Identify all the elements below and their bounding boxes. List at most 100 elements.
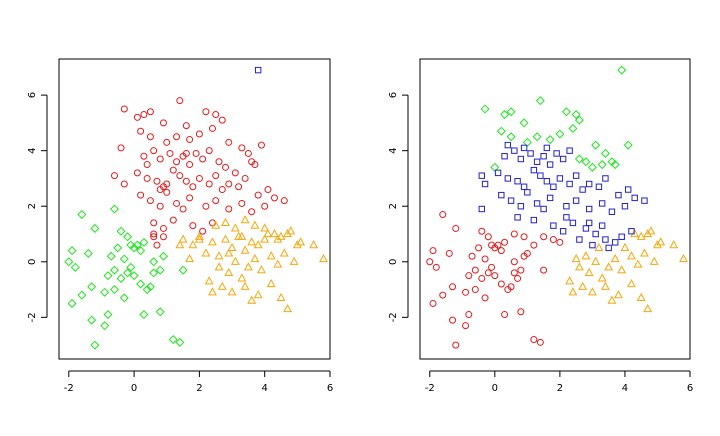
point-circle-red [261, 202, 269, 210]
point-circle-red [117, 144, 125, 152]
point-square-blue [543, 178, 551, 185]
point-circle-red [254, 191, 262, 199]
point-diamond-green [87, 282, 97, 292]
point-circle-red [244, 149, 252, 157]
point-circle-red [137, 191, 145, 199]
point-diamond-green [597, 160, 607, 170]
y-tick-label: 2 [27, 203, 38, 209]
point-circle-red [150, 219, 158, 227]
point-circle-red [173, 133, 181, 141]
point-circle-red [166, 149, 174, 157]
point-diamond-green [109, 204, 120, 214]
point-triangle-orange [260, 234, 270, 243]
point-circle-red [491, 272, 499, 280]
point-circle-red [146, 197, 154, 205]
point-diamond-green [123, 232, 133, 242]
point-circle-red [510, 230, 518, 238]
point-triangle-orange [581, 251, 591, 260]
point-square-blue [527, 150, 534, 157]
point-square-blue [585, 219, 593, 227]
point-circle-red [222, 163, 230, 171]
point-triangle-orange [627, 278, 636, 288]
point-triangle-orange [633, 259, 643, 268]
point-circle-red [530, 241, 538, 249]
point-triangle-orange [319, 253, 328, 263]
point-circle-red [241, 174, 249, 182]
point-diamond-green [600, 148, 610, 158]
point-circle-red [176, 97, 184, 105]
point-triangle-orange [204, 276, 214, 285]
point-square-blue [605, 244, 612, 252]
point-square-blue [563, 214, 570, 221]
point-circle-red [182, 149, 190, 157]
point-circle-red [484, 269, 492, 277]
point-diamond-green [64, 257, 74, 267]
point-triangle-orange [283, 228, 292, 238]
point-circle-red [475, 244, 483, 252]
point-square-blue [494, 169, 502, 177]
point-square-blue [520, 183, 528, 190]
point-triangle-orange [247, 237, 257, 246]
point-diamond-green [149, 257, 159, 267]
point-triangle-orange [175, 240, 185, 249]
point-triangle-orange [260, 223, 270, 232]
x-tick-label: 6 [327, 383, 333, 394]
point-diamond-green [623, 140, 633, 150]
point-square-blue [621, 203, 629, 210]
point-triangle-orange [597, 273, 607, 282]
point-circle-red [238, 199, 246, 207]
point-triangle-orange [256, 265, 266, 274]
point-circle-red [143, 174, 151, 182]
point-triangle-orange [627, 251, 636, 260]
point-square-blue [550, 183, 557, 190]
point-circle-red [501, 311, 509, 319]
point-circle-red [481, 255, 489, 263]
point-square-blue [546, 161, 554, 168]
point-square-blue [618, 233, 625, 240]
point-diamond-green [581, 157, 591, 167]
point-triangle-orange [214, 262, 224, 271]
point-triangle-orange [578, 281, 588, 290]
point-triangle-orange [610, 253, 620, 263]
point-square-blue [641, 197, 648, 204]
point-circle-red [146, 108, 154, 116]
point-circle-red [212, 197, 220, 205]
point-diamond-green [506, 107, 516, 117]
point-square-blue [504, 141, 512, 149]
point-triangle-orange [568, 287, 578, 296]
point-square-blue [533, 200, 541, 207]
point-diamond-green [610, 160, 620, 170]
point-diamond-green [522, 137, 532, 147]
point-triangle-orange [669, 240, 679, 249]
point-circle-red [140, 152, 148, 160]
point-square-blue [572, 172, 580, 179]
point-triangle-orange [646, 226, 656, 235]
point-circle-red [182, 177, 190, 185]
point-circle-red [462, 288, 470, 296]
point-circle-red [163, 188, 171, 196]
point-circle-red [251, 161, 259, 169]
point-triangle-orange [240, 281, 250, 290]
point-circle-red [510, 269, 518, 277]
point-triangle-orange [266, 278, 276, 288]
point-circle-red [270, 194, 278, 202]
point-circle-red [173, 199, 181, 207]
point-circle-red [540, 233, 548, 241]
point-diamond-green [574, 154, 584, 164]
point-circle-red [212, 172, 220, 180]
point-circle-red [452, 341, 460, 349]
point-triangle-orange [649, 256, 659, 265]
point-circle-red [179, 205, 187, 213]
point-diamond-green [535, 96, 545, 106]
point-triangle-orange [643, 228, 653, 238]
point-square-blue [608, 208, 616, 215]
point-triangle-orange [273, 259, 283, 268]
point-triangle-orange [221, 234, 230, 243]
point-circle-red [189, 183, 197, 191]
y-tick-label: -2 [27, 312, 38, 322]
point-circle-red [186, 136, 194, 144]
point-triangle-orange [224, 248, 234, 257]
point-square-blue [611, 239, 619, 246]
point-diamond-green [155, 265, 165, 275]
point-circle-red [150, 147, 158, 155]
